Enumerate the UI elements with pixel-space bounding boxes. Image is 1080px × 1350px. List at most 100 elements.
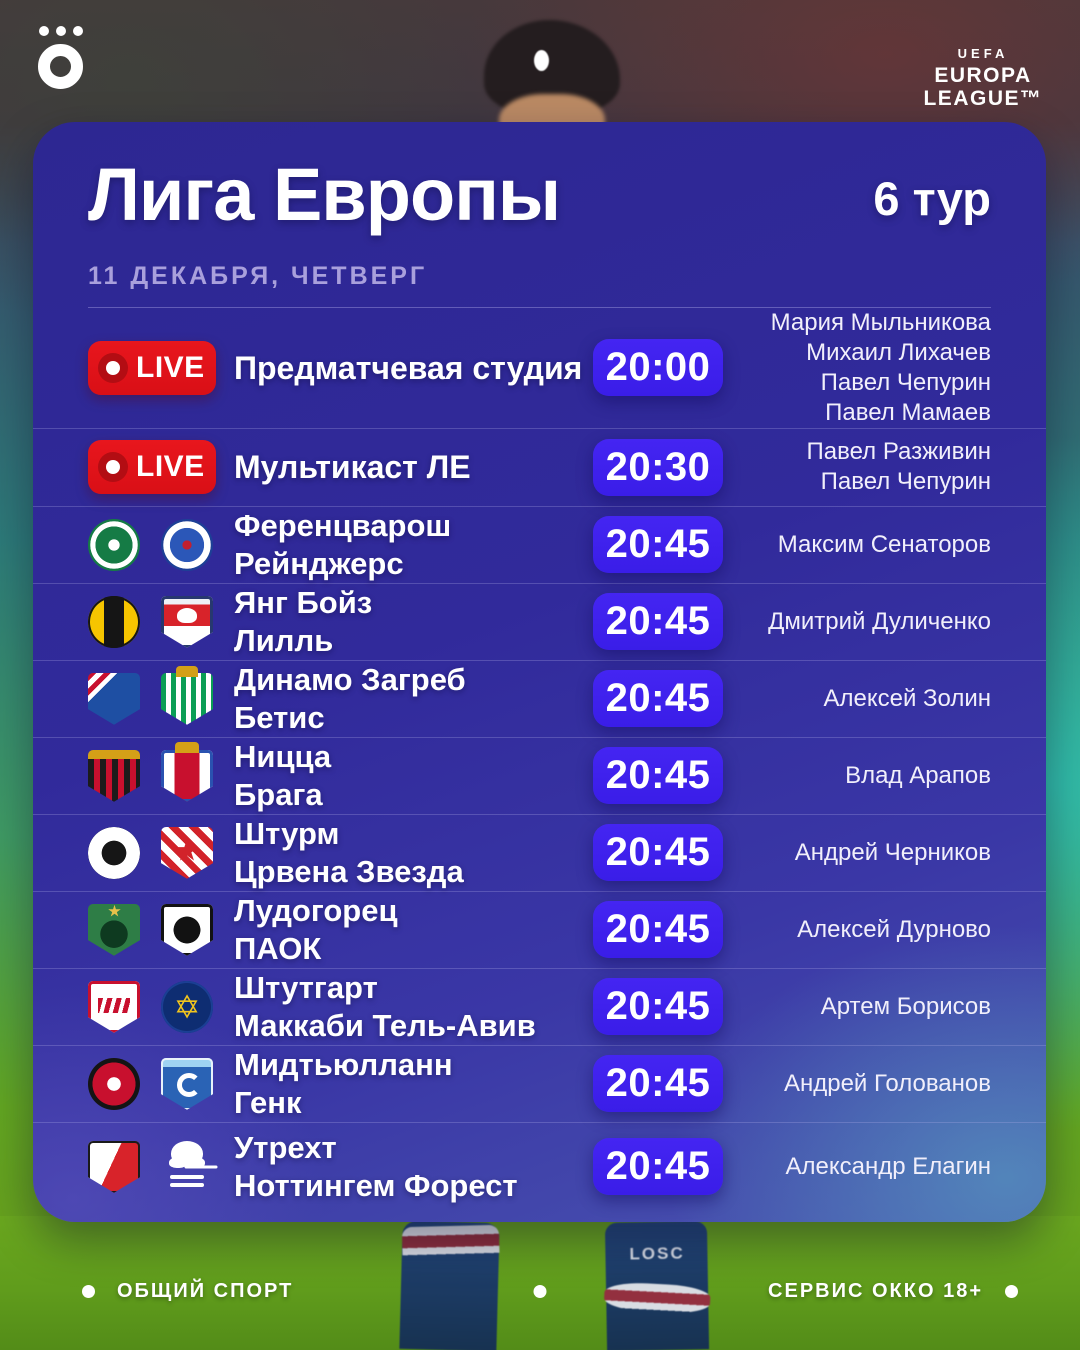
- time-badge: 20:45: [593, 747, 723, 805]
- dinamozagreb-club-logo-icon: [88, 673, 140, 725]
- team-name: Ноттингем Форест: [234, 1167, 518, 1203]
- row-icons: LIVE: [88, 440, 234, 495]
- team-name: Ференцварош: [234, 507, 452, 543]
- row-icons: [88, 665, 234, 725]
- person-name: Павел Мамаев: [825, 398, 991, 426]
- person-name: Михаил Лихачев: [806, 338, 991, 366]
- row-people: Артем Борисов: [723, 992, 991, 1022]
- time-badge: 20:45: [593, 978, 723, 1036]
- time-badge: 20:45: [593, 670, 723, 728]
- person-name: Мария Мыльникова: [770, 308, 991, 336]
- row-people: Андрей Голованов: [723, 1069, 991, 1099]
- date-label: 11 ДЕКАБРЯ, ЧЕТВЕРГ: [88, 262, 991, 308]
- row-people: Александр Елагин: [723, 1152, 991, 1182]
- schedule-row: Динамо Загреб Бетис 20:45 Алексей Золин: [33, 661, 1046, 738]
- team-name: Штурм: [234, 815, 340, 851]
- row-people: Максим Сенаторов: [723, 530, 991, 560]
- team-name: Маккаби Тель-Авив: [234, 1007, 536, 1043]
- footer: ОБЩИЙ СПОРТ СЕРВИС ОККО 18+: [0, 1270, 1080, 1312]
- row-title: Ференцварош Рейнджерс: [234, 507, 593, 583]
- row-icons: [88, 904, 234, 956]
- round-label: 6 тур: [873, 172, 991, 225]
- time-value: 20:45: [605, 1144, 711, 1189]
- footer-bullet-icon: [82, 1284, 95, 1298]
- row-icons: [88, 518, 234, 571]
- row-icons: [88, 741, 234, 802]
- row-title: Ницца Брага: [234, 738, 593, 814]
- live-badge: LIVE: [88, 340, 216, 395]
- person-name: Влад Арапов: [845, 761, 991, 789]
- live-badge-label: LIVE: [136, 450, 205, 484]
- row-icons: [88, 1057, 234, 1110]
- person-name: Павел Разживин: [806, 438, 991, 466]
- team-name: Лилль: [234, 622, 334, 658]
- card-header: Лига Европы 6 тур: [33, 122, 1046, 234]
- time-badge: 20:45: [593, 824, 723, 882]
- schedule-row: LIVE Предматчевая студия 20:00 Мария Мыл…: [33, 308, 1046, 429]
- person-name: Алексей Золин: [823, 684, 991, 712]
- row-people: Мария Мыльникова Михаил Лихачев Павел Чепу…: [723, 308, 991, 428]
- footer-right-text: СЕРВИС ОККО 18+: [768, 1279, 983, 1302]
- team-name: ПАОК: [234, 930, 322, 966]
- page-title: Лига Европы: [88, 153, 561, 236]
- genk-club-logo-icon: [161, 1058, 213, 1110]
- live-dot-icon: [98, 352, 128, 383]
- time-value: 20:45: [605, 1061, 711, 1106]
- row-people: Влад Арапов: [723, 761, 991, 791]
- time-badge: 20:30: [593, 438, 723, 496]
- row-icons: [88, 1140, 234, 1193]
- row-title: Динамо Загреб Бетис: [234, 661, 593, 737]
- person-name: Андрей Голованов: [783, 1069, 991, 1097]
- paok-club-logo-icon: [161, 904, 213, 956]
- row-title: Утрехт Ноттингем Форест: [234, 1129, 593, 1205]
- schedule-row: Мидтьюлланн Генк 20:45 Андрей Голованов: [33, 1046, 1046, 1123]
- time-value: 20:45: [605, 907, 711, 952]
- footer-bullet-icon: [1005, 1284, 1018, 1298]
- time-badge: 20:45: [593, 516, 723, 574]
- time-value: 20:45: [605, 984, 711, 1029]
- row-people: Андрей Черников: [723, 838, 991, 868]
- okko-logo: [38, 26, 84, 92]
- lille-club-logo-icon: [161, 596, 213, 648]
- row-icons: LIVE: [88, 340, 234, 395]
- uefa-europa-league-logo: UEFA EUROPA LEAGUE™: [918, 46, 1048, 110]
- row-people: Алексей Золин: [723, 684, 991, 714]
- team-name: Утрехт: [234, 1129, 337, 1165]
- schedule-row: Утрехт Ноттингем Форест 20:45 Александр Е…: [33, 1123, 1046, 1211]
- maccabi-club-logo-icon: [161, 980, 213, 1033]
- time-badge: 20:45: [593, 593, 723, 651]
- row-title: Штутгарт Маккаби Тель-Авив: [234, 969, 593, 1045]
- person-name: Павел Чепурин: [820, 368, 991, 396]
- okko-dots-icon: [39, 26, 49, 36]
- footer-left-text: ОБЩИЙ СПОРТ: [117, 1279, 294, 1302]
- person-name: Дмитрий Дуличенко: [768, 607, 991, 635]
- time-badge: 20:00: [593, 339, 723, 397]
- schedule-row: Лудогорец ПАОК 20:45 Алексей Дурново: [33, 892, 1046, 969]
- schedule-rows: LIVE Предматчевая студия 20:00 Мария Мыл…: [33, 308, 1046, 1211]
- team-name: Рейнджерс: [234, 545, 404, 581]
- person-name: Александр Елагин: [785, 1152, 991, 1180]
- team-name: Штутгарт: [234, 969, 378, 1005]
- row-people: Алексей Дурново: [723, 915, 991, 945]
- person-name: Максим Сенаторов: [777, 530, 991, 558]
- uefa-label: UEFA: [957, 46, 1009, 61]
- row-people: Павел Разживин Павел Чепурин: [723, 437, 991, 497]
- pitch-grass: [0, 1216, 1080, 1350]
- okko-ring-icon: [38, 44, 83, 89]
- crvenazvezda-club-logo-icon: [161, 827, 213, 879]
- live-dot-icon: [98, 452, 128, 483]
- live-badge: LIVE: [88, 440, 216, 495]
- schedule-row: Штурм Црвена Звезда 20:45 Андрей Черников: [33, 815, 1046, 892]
- nice-club-logo-icon: [88, 750, 140, 802]
- row-icons: [88, 826, 234, 879]
- row-icons: [88, 980, 234, 1033]
- time-value: 20:45: [605, 676, 711, 721]
- row-title: Штурм Црвена Звезда: [234, 815, 593, 891]
- utrecht-club-logo-icon: [88, 1141, 140, 1193]
- midtjylland-club-logo-icon: [88, 1057, 140, 1110]
- schedule-row: LIVE Мультикаст ЛЕ 20:30 Павел Разживин П…: [33, 429, 1046, 507]
- footer-center-bullet-icon: [533, 1284, 547, 1298]
- lens-flare: [534, 50, 549, 71]
- row-icons: [88, 595, 234, 648]
